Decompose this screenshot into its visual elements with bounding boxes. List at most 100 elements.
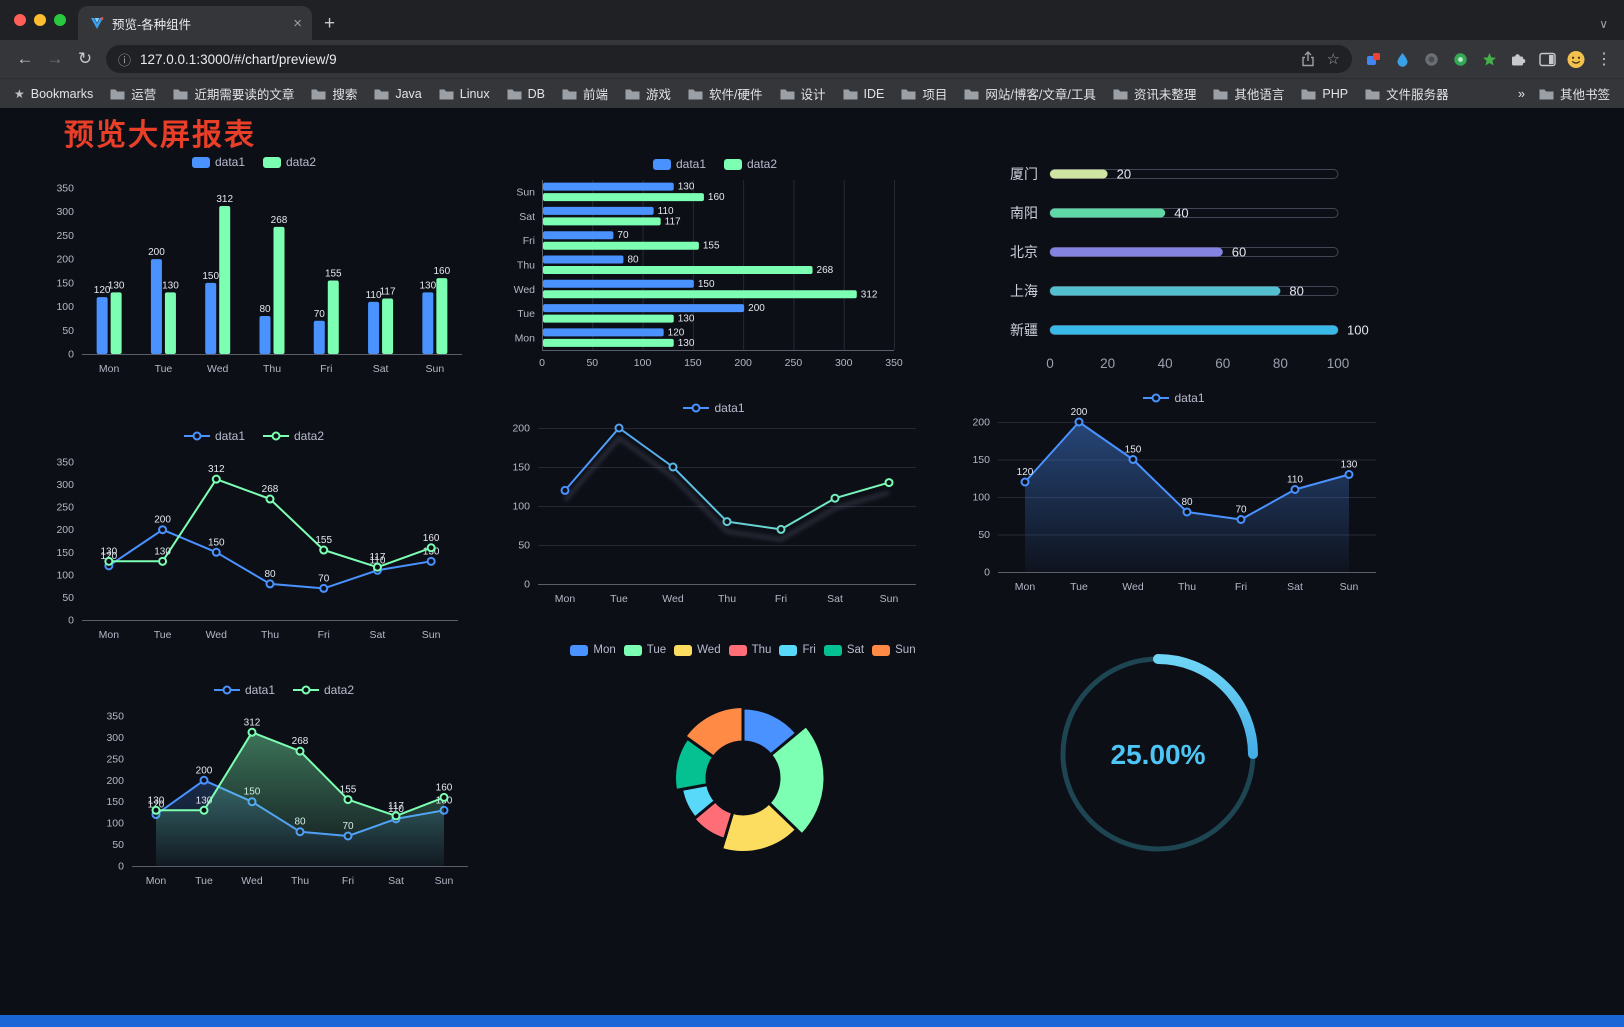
data-point-data1-Thu[interactable] bbox=[265, 579, 275, 589]
extension-icon-blocks[interactable] bbox=[1364, 50, 1382, 68]
minimize-window-button[interactable] bbox=[34, 14, 46, 26]
bar-data1-Wed[interactable] bbox=[205, 282, 217, 354]
bar-data2-Sat[interactable] bbox=[543, 217, 661, 226]
bookmark-folder-项目[interactable]: 项目 bbox=[901, 84, 947, 103]
bar-data2-Wed[interactable] bbox=[219, 206, 231, 354]
bar-data2-Thu[interactable] bbox=[273, 226, 285, 354]
legend-item-data1[interactable]: data1 bbox=[683, 401, 745, 415]
legend-item-data1[interactable]: data1 bbox=[652, 157, 706, 171]
tab-close-icon[interactable]: × bbox=[293, 14, 302, 32]
data-point-data1-Wed[interactable] bbox=[211, 547, 221, 557]
data-point-data1-Wed[interactable] bbox=[668, 462, 678, 472]
legend-item-data1[interactable]: data1 bbox=[213, 683, 275, 697]
url-text[interactable]: 127.0.0.1:3000/#/chart/preview/9 bbox=[140, 51, 337, 67]
extension-icon-green-dot[interactable] bbox=[1451, 50, 1469, 68]
data-point-data1-Fri[interactable] bbox=[319, 583, 329, 593]
legend-item-Mon[interactable]: Mon bbox=[570, 644, 616, 656]
bookmark-folder-近期需要读的文章[interactable]: 近期需要读的文章 bbox=[173, 84, 294, 103]
bookmark-folder-网站/博客/文章/工具[interactable]: 网站/博客/文章/工具 bbox=[964, 84, 1096, 103]
data-point-data2-Tue[interactable] bbox=[158, 556, 168, 566]
bookmark-root[interactable]: ★ Bookmarks bbox=[14, 87, 93, 101]
data-point-data1-Sun[interactable] bbox=[426, 556, 436, 566]
data-point-data1-Mon[interactable] bbox=[1020, 477, 1030, 487]
browser-tab[interactable]: 预览-各种组件 × bbox=[78, 6, 312, 40]
bookmark-folder-DB[interactable]: DB bbox=[507, 87, 545, 101]
bar-data1-Fri[interactable] bbox=[543, 231, 614, 240]
forward-button[interactable]: → bbox=[46, 49, 64, 68]
bookmark-folder-PHP[interactable]: PHP bbox=[1301, 87, 1348, 101]
extensions-puzzle-icon[interactable] bbox=[1509, 50, 1527, 68]
bookmark-folder-其他语言[interactable]: 其他语言 bbox=[1213, 84, 1284, 103]
site-info-icon[interactable]: ⓘ bbox=[118, 52, 132, 68]
progress-bar-新疆[interactable] bbox=[1050, 325, 1338, 335]
data-point-data1-Fri[interactable] bbox=[776, 524, 786, 534]
data-point-data1-Tue[interactable] bbox=[158, 525, 168, 535]
bar-data1-Sun[interactable] bbox=[422, 292, 434, 354]
pie-slice-Tue[interactable] bbox=[767, 724, 827, 837]
bookmarks-overflow-chevron[interactable]: » bbox=[1518, 86, 1525, 101]
bar-data2-Fri[interactable] bbox=[543, 241, 699, 250]
data-point-data1-Fri[interactable] bbox=[1236, 515, 1246, 524]
bookmark-folder-Java[interactable]: Java bbox=[374, 87, 422, 101]
bar-data2-Sun[interactable] bbox=[543, 193, 704, 202]
data-point-data2-Sat[interactable] bbox=[372, 562, 382, 572]
legend-item-Sat[interactable]: Sat bbox=[823, 644, 864, 656]
bar-data1-Mon[interactable] bbox=[543, 328, 664, 337]
legend-item-Sun[interactable]: Sun bbox=[872, 644, 916, 656]
legend-item-data1[interactable]: data1 bbox=[1143, 391, 1205, 405]
other-bookmarks[interactable]: 其他书签 bbox=[1539, 84, 1610, 103]
share-icon[interactable] bbox=[1301, 51, 1315, 67]
pie-slice-Sun[interactable] bbox=[683, 705, 745, 759]
legend-item-Fri[interactable]: Fri bbox=[779, 644, 816, 656]
data-point-data1-Sun[interactable] bbox=[1344, 470, 1354, 479]
data-point-data2-Tue[interactable] bbox=[199, 805, 209, 815]
legend-item-data2[interactable]: data2 bbox=[263, 429, 324, 443]
data-point-data2-Sun[interactable] bbox=[439, 792, 449, 802]
bar-data1-Thu[interactable] bbox=[259, 316, 271, 354]
data-point-data1-Tue[interactable] bbox=[614, 423, 624, 433]
bookmark-folder-软件/硬件[interactable]: 软件/硬件 bbox=[688, 84, 763, 103]
pie-slice-Wed[interactable] bbox=[720, 801, 799, 854]
legend-item-Tue[interactable]: Tue bbox=[623, 644, 666, 656]
bar-data2-Mon[interactable] bbox=[543, 338, 674, 347]
data-point-data1-Mon[interactable] bbox=[560, 485, 570, 495]
bookmark-folder-搜索[interactable]: 搜索 bbox=[311, 84, 357, 103]
bookmark-folder-IDE[interactable]: IDE bbox=[843, 87, 884, 101]
progress-bar-上海[interactable] bbox=[1050, 286, 1281, 296]
side-panel-icon[interactable] bbox=[1538, 50, 1556, 68]
extension-icon-globe[interactable] bbox=[1422, 50, 1440, 68]
bar-data1-Sat[interactable] bbox=[543, 206, 654, 215]
bookmark-folder-Linux[interactable]: Linux bbox=[439, 87, 490, 101]
data-point-data1-Sat[interactable] bbox=[1290, 485, 1300, 494]
data-point-data1-Tue[interactable] bbox=[1074, 417, 1084, 427]
bookmark-folder-文件服务器[interactable]: 文件服务器 bbox=[1365, 84, 1449, 103]
data-point-data1-Sun[interactable] bbox=[884, 478, 894, 488]
tab-search-chevron-icon[interactable]: ∨ bbox=[1599, 17, 1608, 31]
close-window-button[interactable] bbox=[14, 14, 26, 26]
bar-data2-Tue[interactable] bbox=[543, 314, 674, 323]
bar-data1-Sun[interactable] bbox=[543, 182, 674, 191]
bar-data1-Tue[interactable] bbox=[543, 304, 745, 313]
bar-data2-Mon[interactable] bbox=[110, 292, 122, 354]
data-point-data1-Wed[interactable] bbox=[1128, 455, 1138, 464]
extension-icon-drop[interactable] bbox=[1393, 50, 1411, 68]
data-point-data2-Sat[interactable] bbox=[391, 811, 401, 821]
data-point-data1-Sat[interactable] bbox=[830, 493, 840, 503]
bar-data1-Thu[interactable] bbox=[543, 255, 624, 264]
data-point-data1-Tue[interactable] bbox=[199, 775, 209, 785]
bar-data2-Sun[interactable] bbox=[436, 278, 448, 354]
data-point-data2-Mon[interactable] bbox=[151, 805, 161, 815]
bar-data2-Sat[interactable] bbox=[382, 298, 394, 354]
new-tab-button[interactable]: + bbox=[324, 13, 336, 34]
bookmark-folder-设计[interactable]: 设计 bbox=[780, 84, 826, 103]
data-point-data2-Mon[interactable] bbox=[104, 556, 114, 566]
bar-data1-Mon[interactable] bbox=[96, 297, 108, 354]
bookmark-folder-运营[interactable]: 运营 bbox=[110, 84, 156, 103]
bar-data1-Sat[interactable] bbox=[368, 301, 380, 354]
progress-bar-厦门[interactable] bbox=[1050, 169, 1108, 179]
data-point-data2-Fri[interactable] bbox=[319, 545, 329, 555]
address-bar[interactable]: ⓘ 127.0.0.1:3000/#/chart/preview/9 ☆ bbox=[106, 45, 1352, 73]
data-point-data2-Wed[interactable] bbox=[247, 727, 257, 737]
bookmark-folder-游戏[interactable]: 游戏 bbox=[625, 84, 671, 103]
data-point-data2-Thu[interactable] bbox=[265, 494, 275, 504]
